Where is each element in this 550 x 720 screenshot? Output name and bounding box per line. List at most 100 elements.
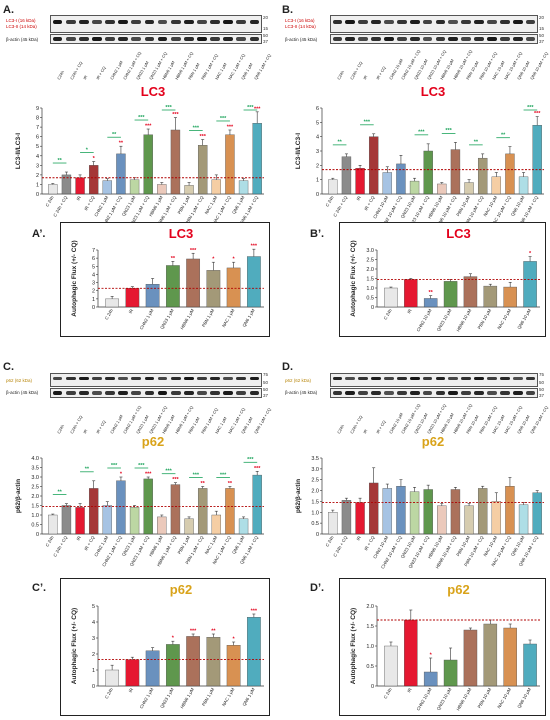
blot-c-mw-1: 75 [263, 372, 269, 377]
bar [197, 145, 208, 195]
chart-title: LC3 [421, 84, 446, 99]
y-tick-label: 1 [316, 178, 319, 184]
bar [505, 486, 515, 535]
bar [157, 184, 167, 195]
blot-band [499, 20, 510, 24]
x-tick-label: IR + CQ [83, 534, 96, 551]
sig-green-label: ** [501, 133, 506, 139]
blot-d-mw-2: 50 [539, 380, 545, 385]
sig-green-label: ** [57, 158, 62, 164]
sig-red-label: * [529, 251, 532, 257]
y-tick-label: 4 [36, 154, 39, 160]
blot-band [210, 20, 220, 24]
blot-band [105, 37, 115, 41]
bar [145, 284, 160, 308]
chart-c2: p62 0 1 2 3 4 5 Autophagic Flux (+/- CQ) C 24h IR… [60, 578, 270, 716]
bar [384, 645, 398, 687]
y-tick-label: 6 [316, 106, 319, 112]
y-tick-label: 3 [316, 149, 319, 155]
bar [450, 489, 461, 535]
bar [384, 287, 398, 308]
x-tick-label: IR [128, 308, 135, 314]
y-tick-label: 1.0 [366, 286, 374, 292]
y-axis-label: p62/β-actin [295, 479, 302, 513]
sig-red-label: ** [171, 256, 176, 262]
x-tick-label: C 24h [383, 687, 393, 700]
y-tick-label: 1 [36, 182, 39, 188]
blot-band [210, 377, 220, 380]
blot-b-top-strip [330, 15, 538, 33]
sig-green-label: *** [138, 463, 145, 469]
y-tick-label: 4.0 [31, 456, 39, 462]
y-tick-label: 0.5 [366, 296, 374, 302]
x-tick-label: IR + CQ [363, 534, 376, 551]
y-tick-label: 3 [92, 281, 95, 287]
bar [246, 617, 261, 687]
blot-a-mw-4: 37 [263, 39, 269, 44]
blot-band [183, 377, 194, 380]
blot-band [65, 37, 76, 41]
bar [423, 489, 433, 535]
panel-label-d: D. [282, 361, 293, 373]
sig-green-label: ** [337, 140, 342, 146]
blot-band [448, 20, 459, 24]
sig-red-label: * [93, 156, 96, 162]
bar [423, 150, 433, 195]
bar [477, 157, 488, 195]
sig-red-label: *** [145, 472, 152, 478]
chart-title: LC3 [141, 84, 166, 99]
blot-band [52, 391, 63, 395]
bar [225, 134, 235, 195]
bar [382, 488, 393, 535]
lane-label: QN6 1 μM [239, 62, 254, 81]
blot-d-mw-1: 75 [539, 372, 545, 377]
y-tick-label: 2.5 [31, 485, 39, 491]
blot-a-top-strip [50, 15, 262, 33]
blot-d-mw-4: 37 [539, 393, 545, 398]
sig-green-label: ** [85, 467, 90, 473]
y-tick-label: 2 [316, 163, 319, 169]
blot-band [332, 37, 343, 41]
blot-band [144, 37, 155, 41]
panel-label-b2: B’. [310, 228, 325, 240]
blot-band [422, 20, 433, 24]
y-tick-label: 2.5 [311, 478, 319, 484]
bar [491, 176, 502, 195]
blot-d-actin: β-actin (45 kDa) [285, 390, 318, 395]
blot-band [183, 37, 194, 41]
blot-band [157, 391, 168, 395]
y-tick-label: 5 [316, 120, 319, 126]
bar [211, 514, 222, 535]
bar [226, 644, 241, 687]
bar [206, 637, 221, 687]
blot-band [131, 20, 142, 24]
blot-band [183, 391, 194, 395]
blot-band [525, 20, 536, 24]
x-tick-label: QN6 1 μM [231, 535, 246, 555]
y-tick-label: 7 [36, 125, 39, 131]
blot-b-actin: β-actin (45 kDa) [285, 37, 318, 42]
x-tick-label: IR [75, 535, 82, 541]
bar [464, 182, 474, 195]
sig-green-label: ** [474, 140, 479, 146]
panel-label-d2: D’. [310, 582, 325, 594]
blot-b-marker1: LC3-I (16 kDa) [285, 18, 315, 23]
y-tick-label: 2 [36, 173, 39, 179]
bar [464, 505, 474, 535]
y-tick-label: 2.0 [311, 489, 319, 495]
lane-label: NAC 1 μM [213, 61, 228, 81]
y-tick-label: 9 [36, 106, 39, 112]
bar [88, 488, 99, 535]
blot-band [65, 391, 76, 395]
sig-green-label: *** [418, 130, 425, 136]
bar [450, 149, 461, 195]
y-tick-label: 3.0 [31, 475, 39, 481]
blot-band [345, 37, 356, 41]
blot-band [345, 391, 356, 395]
y-tick-label: 3.0 [366, 248, 374, 254]
blot-band [118, 20, 129, 24]
x-tick-label: IR [128, 687, 135, 693]
bar [437, 505, 447, 535]
blot-band [499, 377, 510, 380]
y-tick-label: 5 [36, 144, 39, 150]
